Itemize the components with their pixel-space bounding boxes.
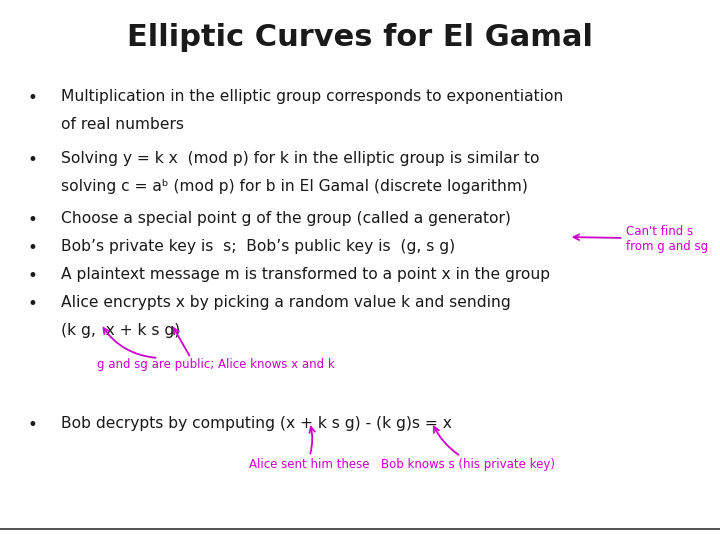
Text: •: • bbox=[27, 295, 37, 313]
Text: •: • bbox=[27, 267, 37, 285]
Text: Choose a special point g of the group (called a generator): Choose a special point g of the group (c… bbox=[61, 211, 511, 226]
Text: of real numbers: of real numbers bbox=[61, 117, 184, 132]
Text: g and sg are public; Alice knows x and k: g and sg are public; Alice knows x and k bbox=[97, 358, 335, 371]
Text: A plaintext message m is transformed to a point x in the group: A plaintext message m is transformed to … bbox=[61, 267, 550, 282]
Text: Alice encrypts x by picking a random value k and sending: Alice encrypts x by picking a random val… bbox=[61, 295, 511, 310]
Text: •: • bbox=[27, 211, 37, 228]
Text: •: • bbox=[27, 151, 37, 169]
Text: solving c = aᵇ (mod p) for b in El Gamal (discrete logarithm): solving c = aᵇ (mod p) for b in El Gamal… bbox=[61, 179, 528, 194]
Text: •: • bbox=[27, 416, 37, 434]
Text: •: • bbox=[27, 89, 37, 107]
Text: Elliptic Curves for El Gamal: Elliptic Curves for El Gamal bbox=[127, 23, 593, 52]
Text: •: • bbox=[27, 239, 37, 256]
Text: Solving y = k x  (mod p) for k in the elliptic group is similar to: Solving y = k x (mod p) for k in the ell… bbox=[61, 151, 540, 166]
Text: (k g,  x + k s g): (k g, x + k s g) bbox=[61, 323, 181, 338]
Text: Multiplication in the elliptic group corresponds to exponentiation: Multiplication in the elliptic group cor… bbox=[61, 89, 564, 104]
Text: Bob decrypts by computing (x + k s g) - (k g)s = x: Bob decrypts by computing (x + k s g) - … bbox=[61, 416, 452, 431]
Text: Can't find s
from g and sg: Can't find s from g and sg bbox=[574, 225, 708, 253]
Text: Bob knows s (his private key): Bob knows s (his private key) bbox=[381, 458, 555, 471]
Text: Alice sent him these: Alice sent him these bbox=[249, 458, 370, 471]
Text: Bob’s private key is  s;  Bob’s public key is  (g, s g): Bob’s private key is s; Bob’s public key… bbox=[61, 239, 455, 254]
